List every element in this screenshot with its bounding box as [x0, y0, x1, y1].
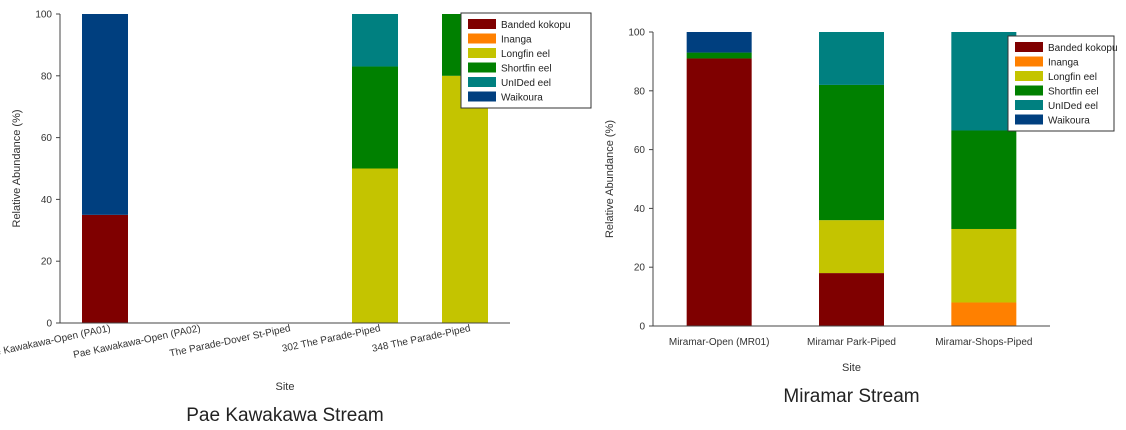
bar-segment-longfin-eel: [819, 220, 884, 274]
legend-label: UnIDed eel: [501, 78, 551, 89]
x-tick-label: 348 The Parade-Piped: [371, 323, 472, 355]
legend-swatch: [468, 48, 496, 58]
legend-swatch: [1015, 56, 1043, 67]
chart-title: Miramar Stream: [783, 386, 919, 407]
legend-swatch: [1015, 42, 1043, 52]
legend-swatch: [468, 33, 496, 44]
y-tick-label: 40: [41, 195, 53, 206]
bar-segment-shortfin-eel: [352, 66, 398, 169]
bar-segment-waikoura: [686, 32, 752, 53]
legend-swatch: [1015, 71, 1043, 81]
bar-segment-banded-kokopu: [819, 273, 884, 326]
legend-label: Inanga: [1048, 58, 1079, 69]
bar-segment-unided-eel: [951, 32, 1017, 131]
y-tick-label: 60: [41, 133, 53, 144]
legend-label: Banded kokopu: [1048, 43, 1118, 54]
bar-segment-longfin-eel: [951, 228, 1017, 303]
legend-swatch: [468, 77, 496, 87]
bar-segment-banded-kokopu: [686, 58, 752, 327]
bar-segment-shortfin-eel: [951, 130, 1017, 229]
bar-segment-unided-eel: [819, 32, 884, 85]
y-axis-title: Relative Abundance (%): [11, 109, 23, 227]
bar-segment-waikoura: [82, 14, 128, 215]
bar-segment-inanga: [951, 302, 1017, 326]
legend-swatch: [1015, 100, 1043, 110]
x-tick-label: 302 The Parade-Piped: [281, 323, 382, 355]
legend-swatch: [1015, 114, 1043, 125]
legend-label: Longfin eel: [1048, 72, 1097, 83]
legend-label: Banded kokopu: [501, 20, 571, 31]
y-tick-label: 100: [35, 10, 52, 21]
bar-segment-longfin-eel: [442, 75, 488, 323]
y-tick-label: 60: [634, 145, 646, 156]
legend-label: UnIDed eel: [1048, 101, 1098, 112]
bar-segment-unided-eel: [352, 14, 398, 67]
bar-segment-shortfin-eel: [686, 52, 752, 59]
y-tick-label: 20: [41, 257, 53, 268]
y-tick-label: 0: [46, 319, 52, 330]
bar-segment-banded-kokopu: [82, 214, 128, 323]
bar-segment-shortfin-eel: [819, 84, 884, 221]
y-tick-label: 20: [634, 263, 646, 274]
y-tick-label: 80: [634, 86, 646, 97]
panel-miramar: 0 20 40 60 80 100 Miramar-Open (MR01) Miramar P…: [604, 28, 1118, 408]
y-tick-label: 100: [628, 28, 645, 39]
legend-label: Shortfin eel: [501, 64, 552, 75]
legend-swatch: [468, 91, 496, 102]
y-tick-label: 0: [639, 322, 645, 333]
y-tick-label: 40: [634, 204, 646, 215]
legend-label: Longfin eel: [501, 49, 550, 60]
bar-segment-longfin-eel: [352, 168, 398, 323]
legend-label: Inanga: [501, 35, 532, 46]
x-axis-title: Site: [842, 362, 861, 374]
chart-title: Pae Kawakawa Stream: [186, 405, 384, 426]
x-tick-label: Miramar-Open (MR01): [669, 337, 770, 348]
x-tick-label: Miramar Park-Piped: [807, 337, 896, 348]
legend-label: Waikoura: [1048, 116, 1090, 127]
legend-label: Waikoura: [501, 93, 543, 104]
panel-pae-kawakawa: 020406080100Pae Kawakawa-Open (PA01)Pae …: [0, 10, 592, 426]
x-axis-title: Site: [276, 381, 295, 393]
legend-label: Shortfin eel: [1048, 87, 1099, 98]
legend-swatch: [468, 62, 496, 73]
legend-swatch: [1015, 85, 1043, 96]
legend-swatch: [468, 19, 496, 29]
y-tick-label: 80: [41, 71, 53, 82]
y-axis-title: Relative Abundance (%): [604, 120, 616, 238]
x-tick-label: Miramar-Shops-Piped: [935, 337, 1032, 348]
